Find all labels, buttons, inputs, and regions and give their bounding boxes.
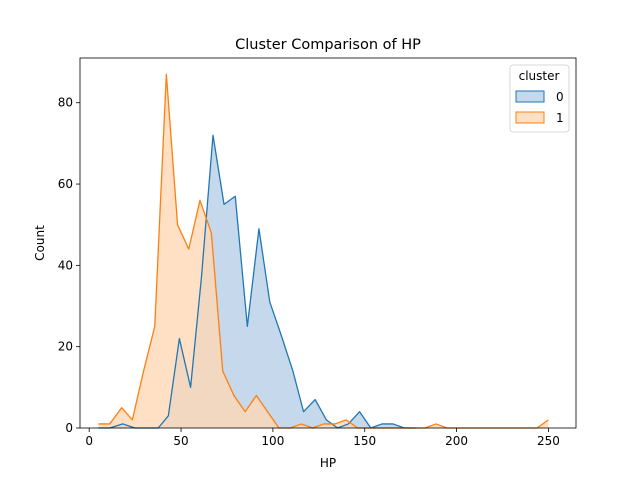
legend: cluster 0 1 (509, 64, 570, 133)
y-tick-label: 60 (58, 177, 73, 191)
x-ticks: 0 50 100 150 200 250 (85, 428, 560, 448)
y-tick-label: 0 (65, 421, 73, 435)
y-ticks: 0 20 40 60 80 (58, 96, 80, 435)
chart-title: Cluster Comparison of HP (235, 37, 421, 53)
legend-title: cluster (519, 69, 560, 83)
legend-label-0: 0 (556, 90, 564, 104)
x-tick-label: 0 (85, 434, 93, 448)
y-tick-label: 20 (58, 340, 73, 354)
y-tick-label: 40 (58, 258, 73, 272)
x-tick-label: 250 (537, 434, 560, 448)
axes-layer (79, 57, 577, 429)
x-tick-label: 200 (445, 434, 468, 448)
legend-label-1: 1 (556, 111, 564, 125)
legend-swatch-0 (515, 90, 545, 103)
x-tick-label: 150 (353, 434, 376, 448)
y-tick-label: 80 (58, 96, 73, 110)
y-axis-label: Count (33, 225, 47, 261)
plot-frame (79, 57, 577, 429)
x-axis-label: HP (320, 456, 336, 470)
legend-swatch-1 (515, 111, 545, 124)
series-1-area (98, 74, 549, 428)
x-tick-label: 100 (261, 434, 284, 448)
x-tick-label: 50 (173, 434, 188, 448)
